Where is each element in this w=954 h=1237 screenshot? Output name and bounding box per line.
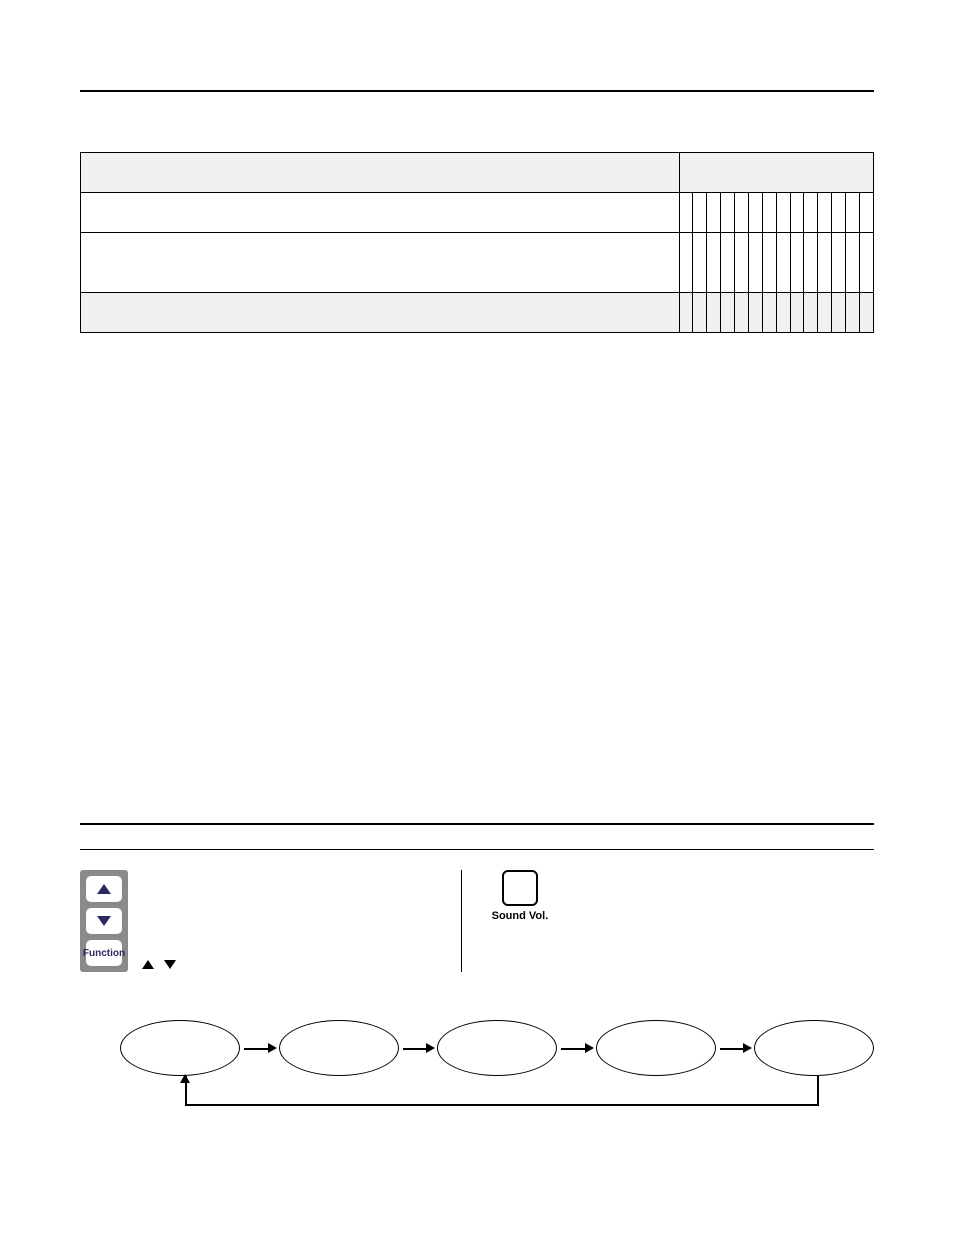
table-row (81, 193, 874, 233)
top-rule (80, 90, 874, 92)
right-column: Sound Vol. (462, 870, 874, 972)
sound-vol-button-group: Sound Vol. (492, 870, 549, 922)
table-row (81, 293, 874, 333)
table-row (81, 233, 874, 293)
arrow-right-icon (399, 1047, 438, 1049)
feedback-loop (120, 1076, 874, 1112)
triangle-up-icon (97, 884, 111, 894)
feedback-line (185, 1104, 819, 1106)
flow-node (279, 1020, 399, 1076)
down-button[interactable] (86, 908, 122, 934)
up-button[interactable] (86, 876, 122, 902)
triangle-down-icon (97, 916, 111, 926)
two-column-region: Function Sound Vol. (80, 870, 874, 972)
function-button-label: Function (83, 948, 125, 959)
arrow-right-icon (240, 1047, 279, 1049)
arrow-right-icon (557, 1047, 596, 1049)
feedback-line (817, 1076, 819, 1106)
row-header (81, 233, 680, 293)
data-table (80, 152, 874, 333)
triangle-up-icon (142, 960, 154, 969)
merged-header-cell (679, 153, 873, 193)
flowchart (80, 1020, 874, 1112)
arrow-right-icon (716, 1047, 755, 1049)
triangle-down-icon (164, 960, 176, 969)
arrow-up-icon (180, 1074, 190, 1083)
inline-arrow-glyphs (142, 960, 176, 969)
flow-node (437, 1020, 557, 1076)
button-stack: Function (80, 870, 128, 972)
section-rule (80, 823, 874, 825)
sound-vol-label: Sound Vol. (492, 910, 549, 922)
flow-node (596, 1020, 716, 1076)
inner-rule (80, 849, 874, 850)
flow-node (754, 1020, 874, 1076)
left-column: Function (80, 870, 461, 972)
row-header (81, 193, 680, 233)
flow-node (120, 1020, 240, 1076)
row-header (81, 293, 680, 333)
flow-row (80, 1020, 874, 1076)
row-header (81, 153, 680, 193)
sound-vol-button[interactable] (502, 870, 538, 906)
table-row (81, 153, 874, 193)
function-button[interactable]: Function (86, 940, 122, 966)
